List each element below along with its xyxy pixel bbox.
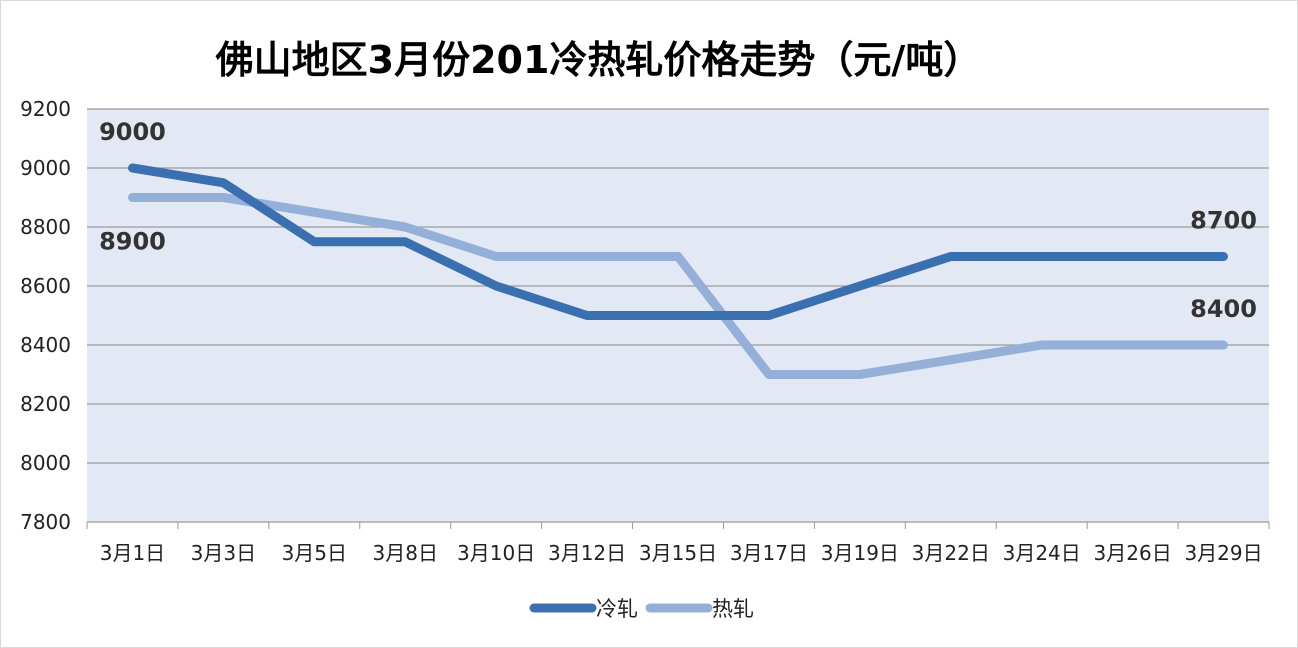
legend-item: 冷轧 bbox=[529, 597, 638, 621]
y-tick-label: 7800 bbox=[20, 510, 71, 534]
series-line-冷轧 bbox=[128, 163, 1228, 320]
legend-item: 热轧 bbox=[645, 597, 754, 621]
x-tick-label: 3月10日 bbox=[457, 541, 535, 565]
x-tick-label: 3月12日 bbox=[548, 541, 626, 565]
data-labels: 9000 8900 8700 8400 bbox=[99, 118, 1257, 323]
series-lines bbox=[128, 163, 1228, 379]
y-axis: 7800 8000 8200 8400 8600 8800 9000 9200 bbox=[20, 97, 71, 534]
x-tick-label: 3月8日 bbox=[373, 541, 438, 565]
x-tick-label: 3月15日 bbox=[639, 541, 717, 565]
x-tick-label: 3月29日 bbox=[1184, 541, 1262, 565]
x-axis: 3月1日 3月3日 3月5日 3月8日 3月10日 3月12日 3月15日 3月17日 3月19… bbox=[86, 522, 1270, 565]
data-label: 9000 bbox=[99, 118, 166, 146]
x-tick-label: 3月1日 bbox=[100, 541, 165, 565]
x-tick-label: 3月19日 bbox=[821, 541, 899, 565]
x-tick-label: 3月5日 bbox=[282, 541, 347, 565]
x-tick-label: 3月17日 bbox=[730, 541, 808, 565]
y-tick-label: 8600 bbox=[20, 274, 71, 298]
x-tick-label: 3月3日 bbox=[191, 541, 256, 565]
y-tick-label: 9200 bbox=[20, 97, 71, 121]
series-line-热轧 bbox=[128, 193, 1228, 379]
data-label: 8700 bbox=[1190, 207, 1257, 235]
x-tick-label: 3月26日 bbox=[1094, 541, 1172, 565]
chart-title: 佛山地区3月份201冷热轧价格走势（元/吨） bbox=[215, 38, 982, 82]
legend: 冷轧 热轧 bbox=[529, 597, 754, 621]
y-tick-label: 8000 bbox=[20, 451, 71, 475]
data-label: 8900 bbox=[99, 228, 166, 256]
data-label: 8400 bbox=[1190, 295, 1257, 323]
y-tick-label: 8400 bbox=[20, 333, 71, 357]
y-tick-label: 9000 bbox=[20, 156, 71, 180]
y-tick-label: 8200 bbox=[20, 392, 71, 416]
legend-label: 热轧 bbox=[712, 597, 754, 621]
x-tick-label: 3月24日 bbox=[1003, 541, 1081, 565]
legend-label: 冷轧 bbox=[596, 597, 638, 621]
y-tick-label: 8800 bbox=[20, 215, 71, 239]
x-tick-label: 3月22日 bbox=[912, 541, 990, 565]
